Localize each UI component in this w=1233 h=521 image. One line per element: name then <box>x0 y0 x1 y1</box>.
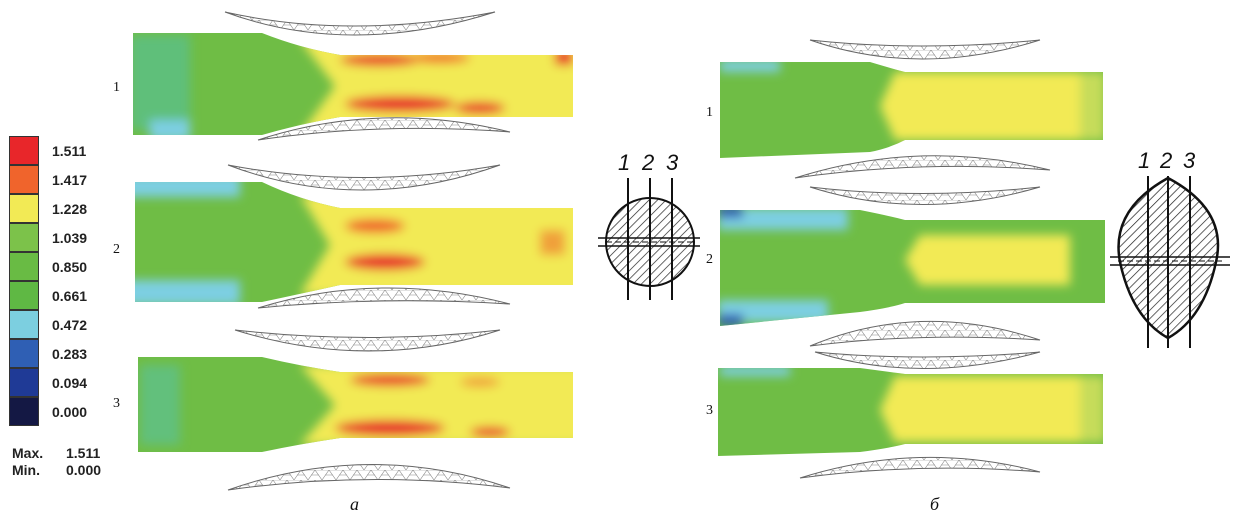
field-strip-b1 <box>720 62 1103 158</box>
field-strip-a2 <box>135 182 573 302</box>
row-label-b2: 2 <box>706 252 713 267</box>
legend-value: 1.417 <box>52 172 88 188</box>
legend-value: 0.283 <box>52 346 88 362</box>
cross-section-circle <box>598 178 700 300</box>
legend-value: 1.039 <box>52 230 88 246</box>
legend-swatch <box>9 223 39 252</box>
legend-value: 0.000 <box>52 404 88 420</box>
legend-swatch <box>9 252 39 281</box>
legend-swatch <box>9 194 39 223</box>
legend-swatch <box>9 136 39 165</box>
legend-value: 1.228 <box>52 201 88 217</box>
legend-value: 0.850 <box>52 259 88 275</box>
panel-label-b: б <box>930 494 940 514</box>
row-label-a1: 1 <box>113 80 120 95</box>
min-value: 0.000 <box>66 462 102 478</box>
max-label: Max. <box>12 445 44 461</box>
max-value: 1.511 <box>66 445 101 461</box>
roll-mesh-b <box>794 39 1051 479</box>
section-number: 2 <box>1160 148 1173 173</box>
legend-value: 0.661 <box>52 288 88 304</box>
legend-swatch <box>9 165 39 194</box>
section-number: 2 <box>642 150 655 175</box>
legend-value: 0.094 <box>52 375 88 391</box>
legend-value: 0.472 <box>52 317 88 333</box>
legend-value: 1.511 <box>52 143 87 159</box>
row-label-b1: 1 <box>706 105 713 120</box>
legend-swatch <box>9 397 39 426</box>
legend-swatch <box>9 310 39 339</box>
panel-label-a: а <box>350 494 359 514</box>
legend-swatch <box>9 281 39 310</box>
legend-swatch <box>9 339 39 368</box>
row-label-b3: 3 <box>706 403 713 418</box>
min-label: Min. <box>12 462 40 478</box>
roll-mesh-a <box>224 11 511 491</box>
legend-swatch <box>9 368 39 397</box>
section-number: 1 <box>1138 148 1151 173</box>
field-strip-a3 <box>138 357 573 452</box>
row-label-a2: 2 <box>113 242 120 257</box>
cross-section-lens <box>1110 176 1230 348</box>
field-strip-b2 <box>720 210 1105 326</box>
row-label-a3: 3 <box>113 396 120 411</box>
field-strip-b3 <box>718 368 1103 456</box>
section-number: 3 <box>666 150 679 175</box>
section-number: 3 <box>1183 148 1196 173</box>
section-number: 1 <box>618 150 631 175</box>
